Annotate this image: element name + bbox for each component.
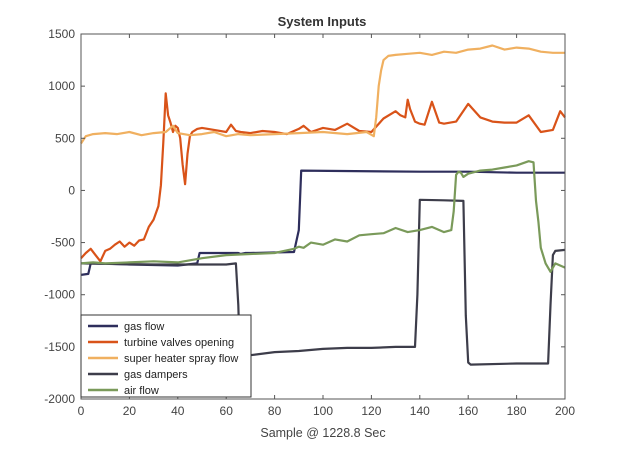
x-tick-label-9: 180 [507, 404, 527, 418]
legend-box [80, 314, 252, 398]
y-tick-label-6: 1000 [48, 79, 75, 93]
x-tick-label-2: 40 [171, 404, 185, 418]
x-tick-label-0: 0 [78, 404, 85, 418]
y-tick-label-7: 1500 [48, 27, 75, 41]
y-tick-label-4: 0 [68, 183, 75, 197]
x-tick-label-7: 140 [410, 404, 430, 418]
legend-label-1: turbine valves opening [124, 337, 234, 349]
legend-label-3: gas dampers [124, 369, 188, 381]
series-line-4 [80, 160, 566, 273]
y-tick-label-0: -2000 [44, 392, 75, 406]
series-line-2 [80, 44, 565, 145]
legend-label-0: gas flow [124, 321, 164, 333]
legend-label-2: super heater spray flow [124, 353, 238, 365]
y-tick-label-5: 500 [55, 131, 75, 145]
legend-items: gas flow turbine valves opening super heat… [88, 321, 238, 397]
x-axis-label: Sample @ 1228.8 Sec [260, 426, 385, 440]
x-tick-label-10: 200 [555, 404, 575, 418]
series-line-1 [80, 92, 566, 263]
y-tick-label-1: -1500 [44, 340, 75, 354]
x-ticks: 0 20 40 60 80 100 120 140 160 180 200 [78, 34, 575, 418]
x-tick-label-6: 120 [361, 404, 381, 418]
x-tick-label-8: 160 [458, 404, 478, 418]
x-tick-label-4: 80 [268, 404, 282, 418]
y-tick-label-3: -500 [51, 236, 75, 250]
legend: gas flow turbine valves opening super heat… [80, 314, 252, 398]
y-tick-label-2: -1000 [44, 288, 75, 302]
x-tick-label-5: 100 [313, 404, 333, 418]
x-tick-label-1: 20 [123, 404, 137, 418]
chart-title: System Inputs [278, 14, 367, 29]
x-tick-label-3: 60 [220, 404, 234, 418]
legend-label-4: air flow [124, 385, 159, 397]
y-ticks: -2000 -1500 -1000 -500 0 500 1000 1500 [44, 27, 565, 406]
